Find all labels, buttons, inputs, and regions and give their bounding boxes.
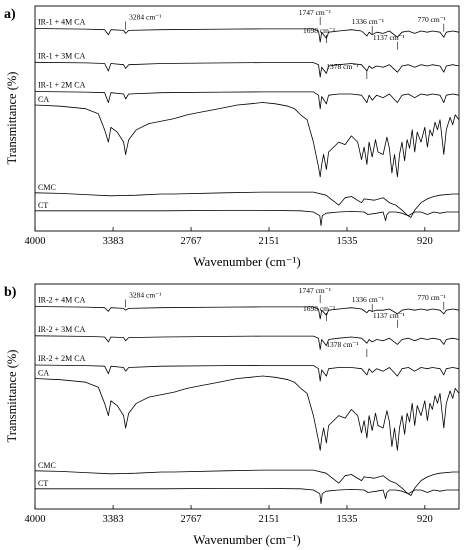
panel-a-x-axis-title: Wavenumber (cm⁻¹): [193, 254, 301, 269]
series-label: CMC: [38, 461, 56, 470]
panel-b-traces: [34, 306, 460, 505]
series-label: IR-2 + 3M CA: [38, 325, 86, 334]
panel-a-series-labels: IR-1 + 4M CA IR-1 + 3M CA IR-1 + 2M CA CA CM…: [38, 18, 86, 210]
panel-b-annotations: 3284 cm⁻¹ 1747 cm⁻¹ 1698 cm⁻¹ 1336 cm⁻¹ 1378…: [125, 286, 446, 357]
x-tick-label: 1535: [336, 236, 357, 247]
series-label: IR-2 + 2M CA: [38, 354, 86, 363]
x-tick-label: 1535: [336, 514, 357, 525]
spectrum-ir-1-3m-ca: [34, 61, 460, 78]
panel-b-series-labels: IR-2 + 4M CA IR-2 + 3M CA IR-2 + 2M CA CA CM…: [38, 296, 86, 488]
x-tick-label: 2151: [259, 236, 280, 247]
series-label: IR-1 + 4M CA: [38, 18, 86, 27]
peak-annotation: 1378 cm⁻¹: [326, 62, 358, 71]
peak-annotation: 1698 cm⁻¹: [303, 26, 335, 35]
panel-b-x-axis-title: Wavenumber (cm⁻¹): [193, 532, 301, 547]
series-label: IR-1 + 3M CA: [38, 51, 86, 60]
x-tick-label: 3383: [103, 514, 124, 525]
x-tick-label: 920: [417, 236, 433, 247]
spectrum-ir-2-2m-ca: [34, 364, 460, 382]
panel-b-label: b): [4, 285, 17, 300]
peak-annotation: 1747 cm⁻¹: [299, 8, 331, 17]
panel-b-plot-frame: [34, 283, 460, 510]
series-label: CA: [38, 369, 49, 378]
spectrum-cmc: [34, 191, 459, 218]
spectrum-ct: [35, 487, 459, 505]
peak-annotation: 1137 cm⁻¹: [373, 311, 405, 320]
x-tick-label: 920: [417, 514, 433, 525]
spectrum-ca: [34, 375, 460, 451]
x-tick-label: 4000: [25, 514, 46, 525]
series-label: CA: [38, 95, 49, 104]
panel-b-y-axis-title: Transmittance (%): [5, 350, 19, 443]
x-tick-label: 3383: [103, 236, 124, 247]
spectrum-ir-1-4m-ca: [34, 28, 460, 43]
panel-b-x-ticks: 4000 3383 2767 2151 1535 920: [25, 505, 433, 525]
spectrum-cmc: [34, 469, 459, 496]
panel-a-plot-frame: [34, 5, 460, 232]
panel-a-traces: [34, 28, 460, 227]
panel-a-annotations: 3284 cm⁻¹ 1747 cm⁻¹ 1698 cm⁻¹ 1336 cm⁻¹ 1378…: [125, 8, 446, 79]
spectrum-ct: [35, 209, 459, 227]
spectrum-ir-1-2m-ca: [34, 91, 460, 110]
panel-a-label: a): [4, 7, 16, 22]
series-label: CT: [38, 201, 48, 210]
panel-b: b) 4000 3383 2767 2151 1535 920 IR-2 + 4M CAI…: [4, 283, 460, 547]
peak-annotation: 3284 cm⁻¹: [129, 13, 161, 22]
series-label: IR-2 + 4M CA: [38, 296, 86, 305]
peak-annotation: 1336 cm⁻¹: [352, 295, 384, 304]
peak-annotation: 770 cm⁻¹: [417, 15, 446, 24]
panel-a: a) 4000 3383 2767 2151 1535 920 IR-1 + 4M CAI…: [4, 5, 460, 269]
x-tick-label: 4000: [25, 236, 46, 247]
panel-a-y-axis-title: Transmittance (%): [5, 72, 19, 165]
peak-annotation: 1698 cm⁻¹: [303, 304, 335, 313]
spectrum-ir-2-4m-ca: [34, 306, 460, 320]
peak-annotation: 1336 cm⁻¹: [352, 17, 384, 26]
series-label: IR-1 + 2M CA: [38, 81, 86, 90]
peak-annotation: 1747 cm⁻¹: [299, 286, 331, 295]
spectrum-ca: [34, 102, 460, 178]
peak-annotation: 770 cm⁻¹: [417, 293, 446, 302]
x-tick-label: 2151: [259, 514, 280, 525]
peak-annotation: 1378 cm⁻¹: [326, 340, 358, 349]
series-label: CT: [38, 479, 48, 488]
panel-a-x-ticks: 4000 3383 2767 2151 1535 920: [25, 227, 433, 247]
peak-annotation: 3284 cm⁻¹: [129, 291, 161, 300]
x-tick-label: 2767: [181, 514, 202, 525]
spectrum-ir-2-3m-ca: [34, 335, 460, 350]
series-label: CMC: [38, 183, 56, 192]
peak-annotation: 1137 cm⁻¹: [373, 33, 405, 42]
x-tick-label: 2767: [181, 236, 202, 247]
